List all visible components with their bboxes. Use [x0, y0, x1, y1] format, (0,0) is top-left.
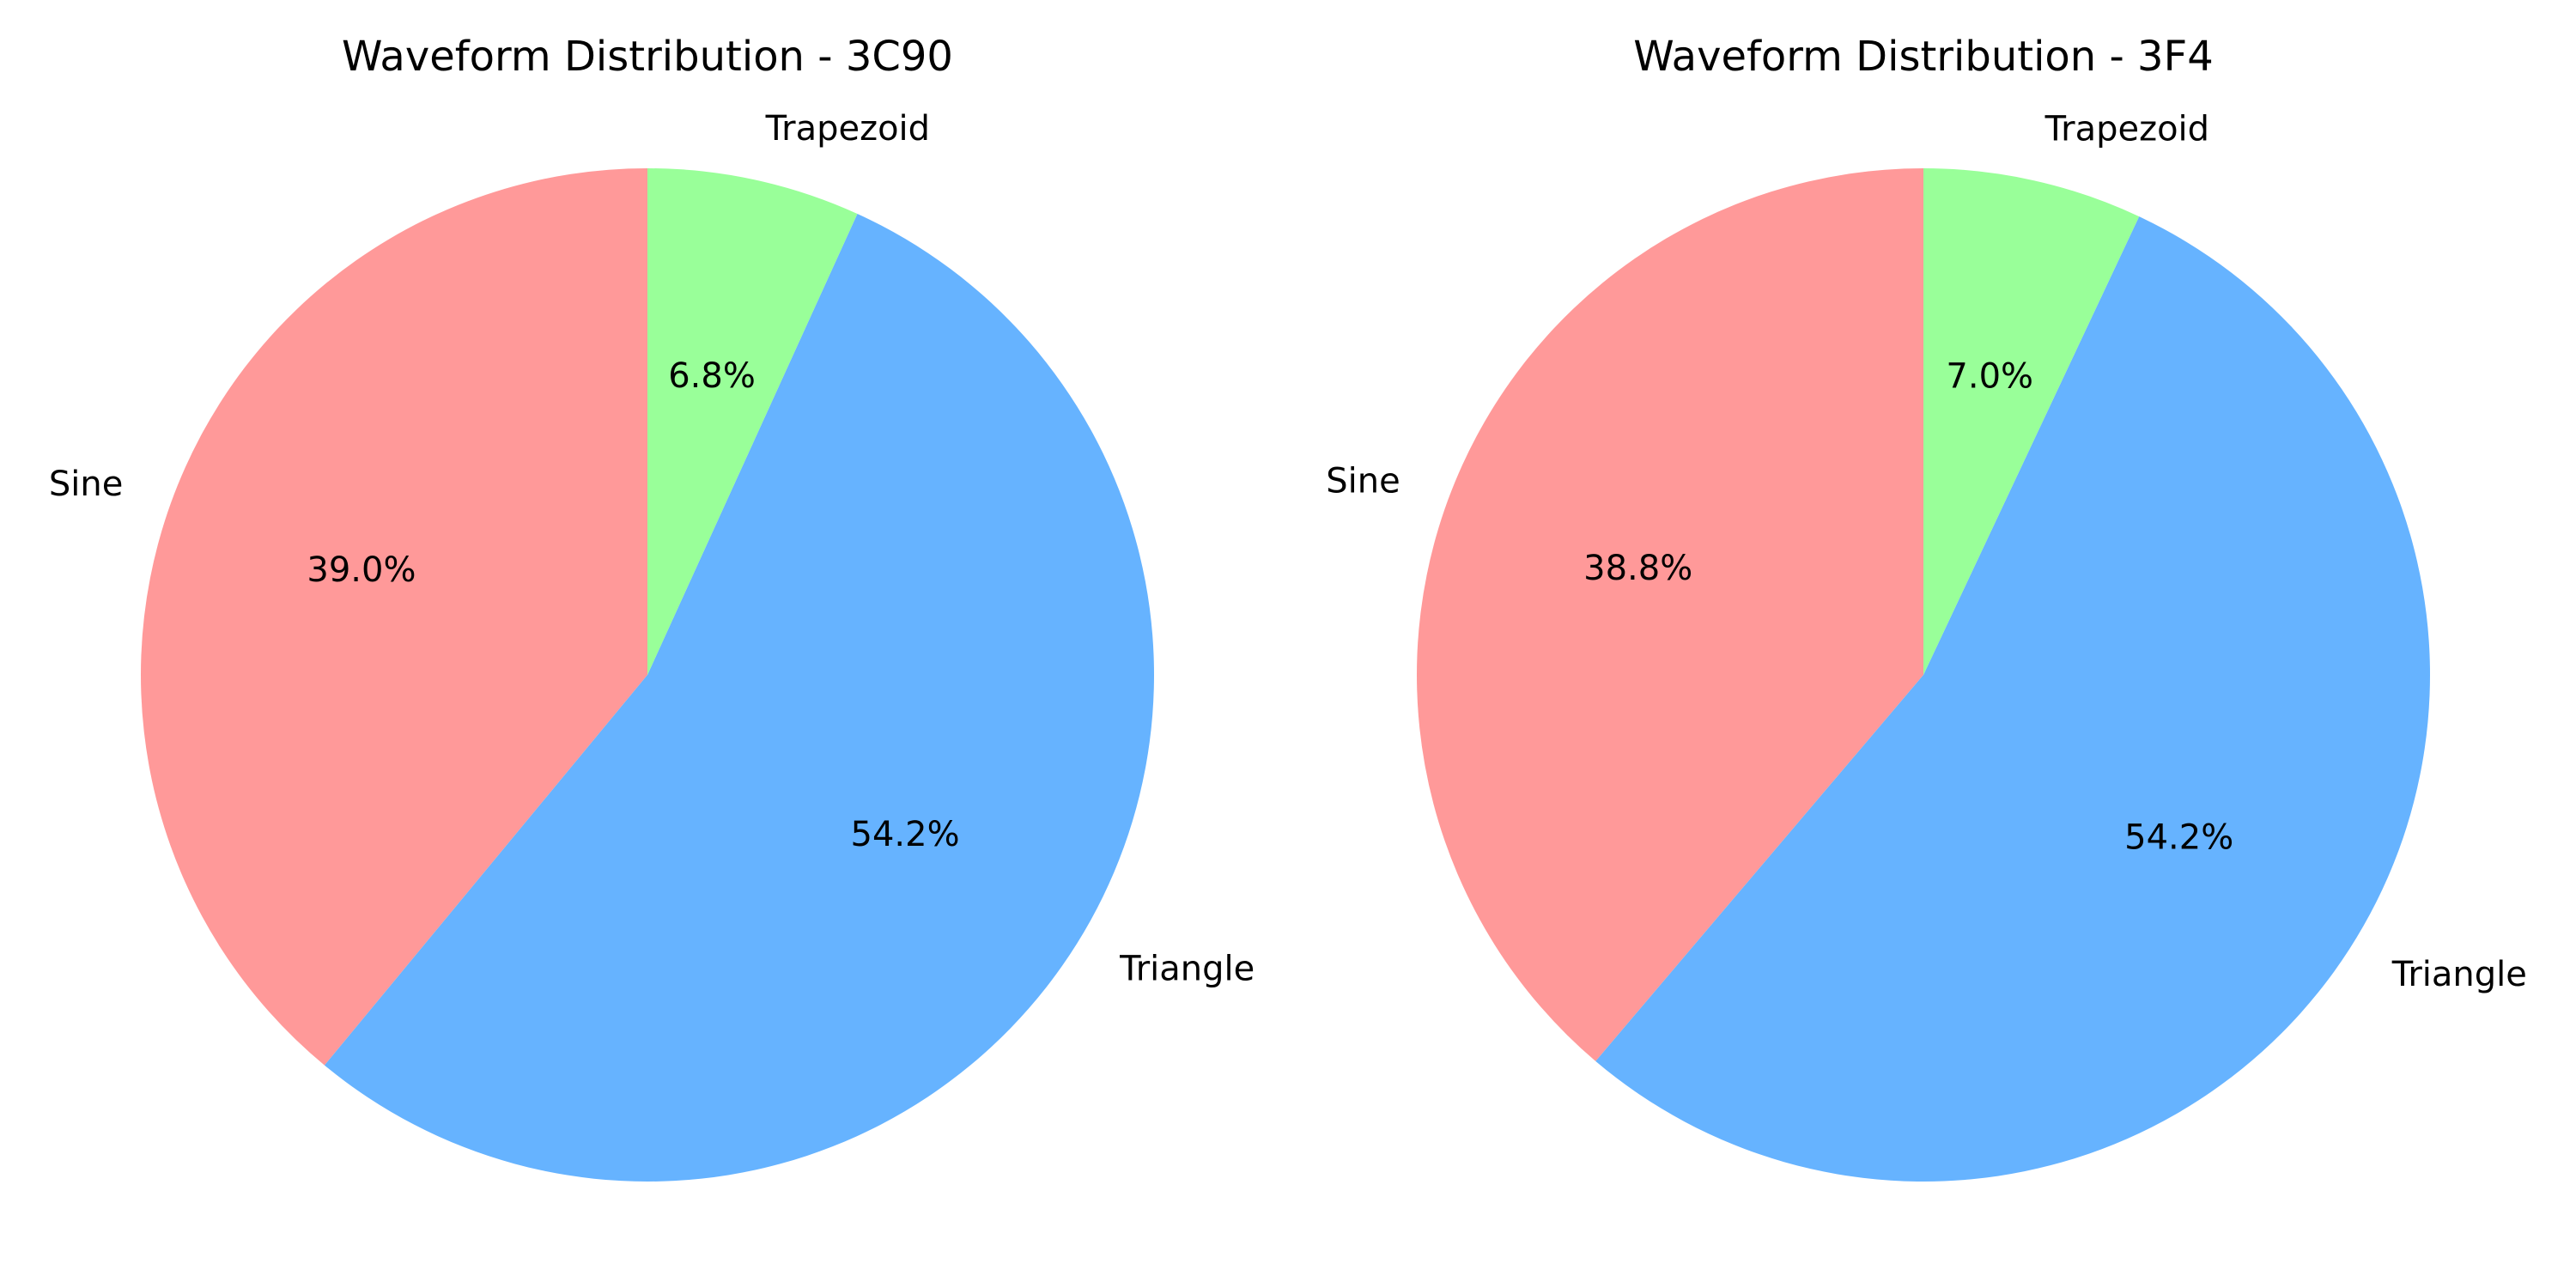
chart-title: Waveform Distribution - 3F4: [1633, 33, 2213, 81]
percent-label-sine: 38.8%: [1583, 549, 1692, 588]
percent-label-triangle: 54.2%: [851, 815, 960, 854]
pie-chart-3c90: Sine 39.0% Triangle 54.2% Trapezoid 6.8% Wavef…: [49, 33, 1255, 1182]
percent-label-triangle: 54.2%: [2124, 818, 2233, 858]
pie-slice-triangle: [1595, 216, 2431, 1182]
slice-label-trapezoid: Trapezoid: [765, 109, 930, 149]
slice-label-trapezoid: Trapezoid: [2044, 110, 2209, 149]
percent-label-trapezoid: 6.8%: [668, 356, 756, 396]
slice-label-triangle: Triangle: [1119, 949, 1255, 988]
pie-slice-sine: [141, 168, 648, 1066]
slice-label-triangle: Triangle: [2391, 955, 2527, 994]
percent-label-sine: 39.0%: [307, 550, 416, 590]
pie-chart-3f4: Sine 38.8% Triangle 54.2% Trapezoid 7.0% Wavef…: [1326, 33, 2527, 1182]
pie-slice-trapezoid: [1923, 168, 2140, 675]
slice-label-sine: Sine: [1326, 461, 1400, 501]
pie-slice-triangle: [324, 214, 1155, 1182]
chart-title: Waveform Distribution - 3C90: [342, 33, 953, 81]
percent-label-trapezoid: 7.0%: [1946, 357, 2033, 397]
pie-slice-trapezoid: [647, 168, 858, 675]
slice-label-sine: Sine: [49, 465, 123, 504]
pie-slice-sine: [1416, 168, 1923, 1061]
